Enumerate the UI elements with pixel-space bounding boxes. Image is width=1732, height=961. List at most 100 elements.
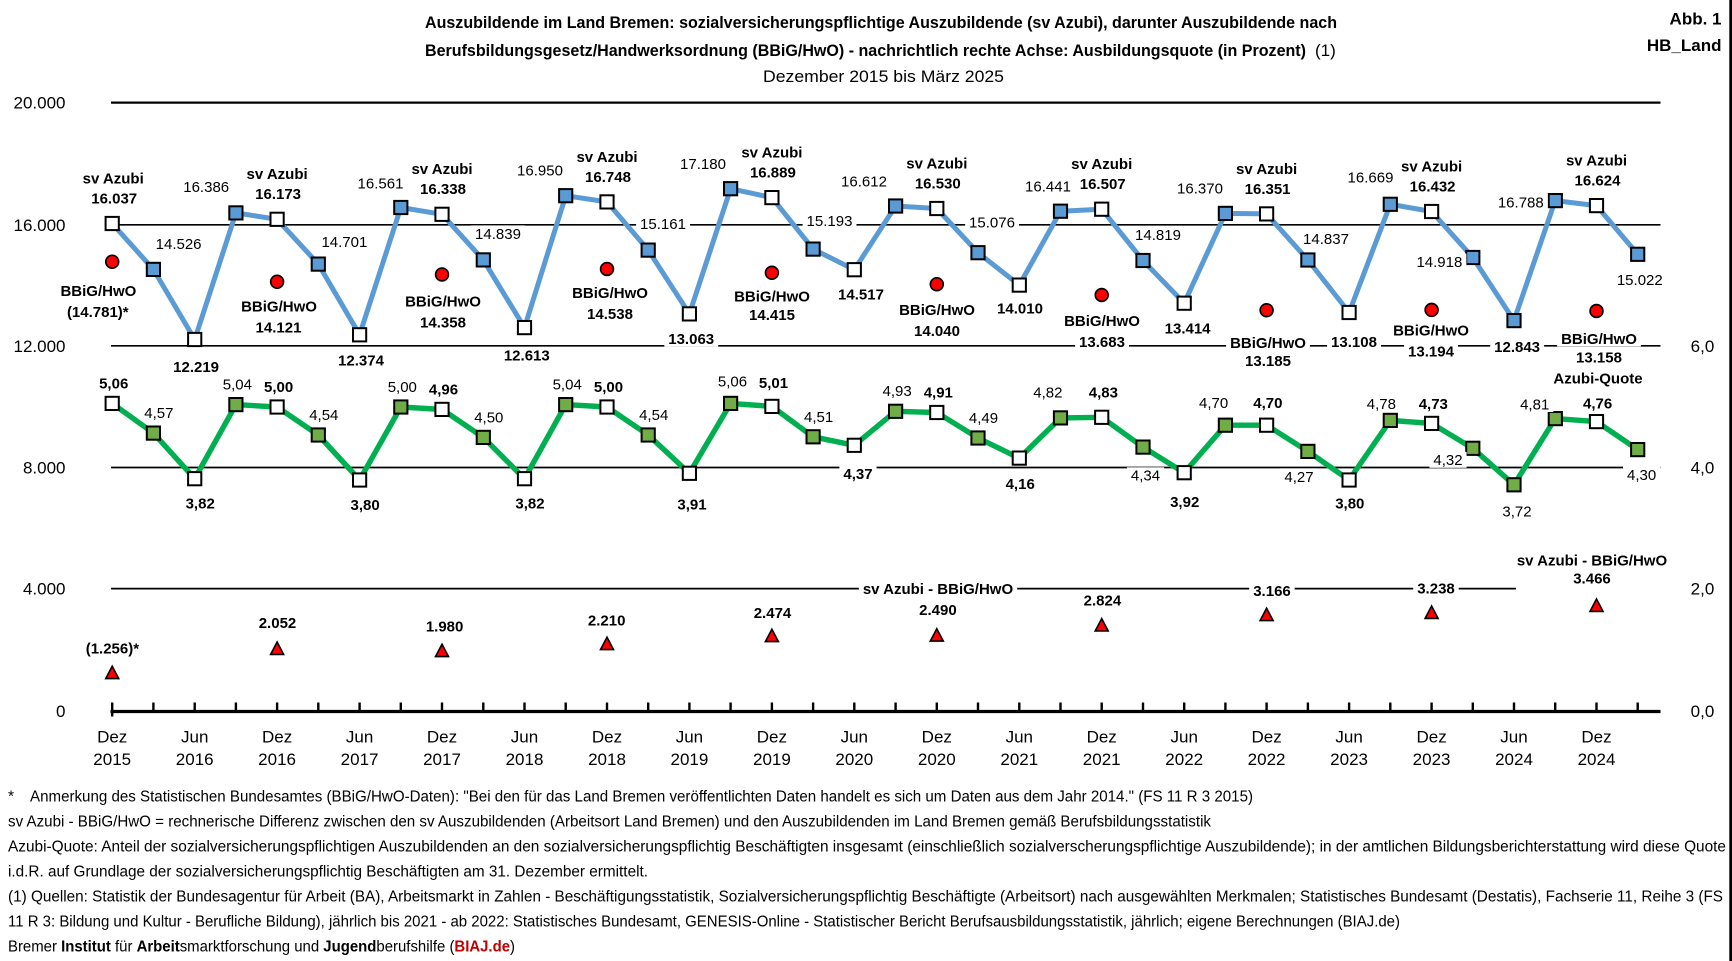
svg-text:4,83: 4,83: [1089, 385, 1118, 402]
svg-text:2017: 2017: [341, 750, 379, 769]
svg-text:2.824: 2.824: [1084, 593, 1122, 610]
svg-text:2015: 2015: [93, 750, 131, 769]
svg-text:17.180: 17.180: [680, 156, 726, 173]
svg-text:4,32: 4,32: [1433, 452, 1462, 469]
svg-text:15.076: 15.076: [969, 214, 1015, 231]
svg-text:2023: 2023: [1330, 750, 1368, 769]
svg-text:5,06: 5,06: [99, 375, 128, 392]
svg-text:13.108: 13.108: [1331, 334, 1377, 351]
svg-text:4,27: 4,27: [1284, 469, 1313, 486]
svg-text:2018: 2018: [588, 750, 626, 769]
svg-text:sv Azubi: sv Azubi: [1401, 158, 1462, 175]
svg-text:sv Azubi - BBiG/HwO: sv Azubi - BBiG/HwO: [1517, 552, 1668, 569]
svg-text:16.370: 16.370: [1177, 181, 1223, 198]
svg-text:15.161: 15.161: [640, 216, 686, 233]
svg-text:2021: 2021: [1000, 750, 1038, 769]
svg-text:Anmerkung des Statistischen Bu: Anmerkung des Statistischen Bundesamtes …: [30, 788, 1253, 805]
svg-text:16.000: 16.000: [14, 216, 66, 235]
svg-text:0,0: 0,0: [1691, 702, 1715, 721]
svg-text:16.950: 16.950: [517, 162, 563, 179]
svg-text:13.063: 13.063: [668, 331, 714, 348]
svg-text:15.193: 15.193: [807, 213, 853, 230]
svg-text:16.561: 16.561: [358, 176, 404, 193]
svg-text:14.701: 14.701: [321, 234, 367, 251]
svg-text:BBiG/HwO: BBiG/HwO: [1561, 331, 1637, 348]
svg-text:14.010: 14.010: [997, 300, 1043, 317]
svg-text:13.185: 13.185: [1245, 353, 1291, 370]
svg-text:Berufsbildungsgesetz/Handwerks: Berufsbildungsgesetz/Handwerksordnung (B…: [425, 41, 1306, 60]
svg-text:16.441: 16.441: [1025, 178, 1071, 195]
svg-text:11 R 3: Bildung und Kultur - B: 11 R 3: Bildung und Kultur - Berufliche …: [8, 913, 1400, 930]
svg-text:14.918: 14.918: [1416, 254, 1462, 271]
svg-text:4,96: 4,96: [429, 381, 458, 398]
svg-text:2.052: 2.052: [259, 615, 297, 632]
svg-text:2018: 2018: [506, 750, 544, 769]
svg-text:4,49: 4,49: [969, 410, 998, 427]
svg-text:BBiG/HwO: BBiG/HwO: [899, 302, 975, 319]
svg-text:2019: 2019: [670, 750, 708, 769]
svg-text:14.358: 14.358: [420, 314, 466, 331]
svg-text:2.474: 2.474: [754, 605, 792, 622]
svg-text:4,0: 4,0: [1691, 459, 1715, 478]
svg-text:Dez: Dez: [1251, 727, 1281, 746]
svg-text:13.683: 13.683: [1079, 334, 1125, 351]
svg-text:16.507: 16.507: [1080, 176, 1126, 193]
svg-text:5,01: 5,01: [759, 375, 788, 392]
svg-text:12.000: 12.000: [14, 337, 66, 356]
svg-text:16.173: 16.173: [255, 186, 301, 203]
svg-text:2024: 2024: [1495, 750, 1533, 769]
svg-text:5,00: 5,00: [594, 379, 623, 396]
svg-text:i.d.R. auf Grundlage der sozia: i.d.R. auf Grundlage der sozialversicher…: [8, 863, 648, 880]
svg-text:Dez: Dez: [1581, 727, 1611, 746]
svg-text:Jun: Jun: [181, 727, 208, 746]
svg-text:16.748: 16.748: [585, 169, 631, 186]
svg-text:2017: 2017: [423, 750, 461, 769]
svg-text:8.000: 8.000: [23, 459, 66, 478]
svg-text:14.121: 14.121: [256, 320, 302, 337]
svg-text:2016: 2016: [258, 750, 296, 769]
svg-text:BBiG/HwO: BBiG/HwO: [241, 298, 317, 315]
svg-text:2020: 2020: [835, 750, 873, 769]
svg-text:Dez: Dez: [1087, 727, 1117, 746]
svg-text:14.040: 14.040: [914, 323, 960, 340]
svg-text:3,80: 3,80: [350, 497, 379, 514]
svg-text:Dez: Dez: [97, 727, 127, 746]
svg-text:12.613: 12.613: [504, 348, 550, 365]
svg-text:Azubi-Quote: Azubi-Quote: [1553, 370, 1642, 387]
svg-text:BBiG/HwO: BBiG/HwO: [734, 289, 810, 306]
svg-text:3.166: 3.166: [1253, 583, 1291, 600]
svg-text:4,70: 4,70: [1253, 395, 1282, 412]
svg-text:4,70: 4,70: [1199, 395, 1228, 412]
svg-text:16.788: 16.788: [1498, 194, 1544, 211]
svg-text:4,93: 4,93: [882, 383, 911, 400]
svg-text:4,91: 4,91: [924, 384, 953, 401]
svg-text:14.837: 14.837: [1303, 231, 1349, 248]
svg-text:(1): (1): [1315, 41, 1336, 60]
svg-text:2.490: 2.490: [919, 602, 957, 619]
svg-text:sv Azubi: sv Azubi: [1236, 161, 1297, 178]
svg-text:14.517: 14.517: [838, 287, 884, 304]
svg-text:2020: 2020: [918, 750, 956, 769]
svg-text:4,78: 4,78: [1367, 396, 1396, 413]
svg-text:sv Azubi - BBiG/HwO = rechneri: sv Azubi - BBiG/HwO = rechnerische Diffe…: [8, 813, 1211, 830]
svg-text:(1.256)*: (1.256)*: [86, 641, 140, 658]
svg-text:4,16: 4,16: [1006, 476, 1035, 493]
svg-text:3,72: 3,72: [1502, 503, 1531, 520]
svg-text:3.466: 3.466: [1573, 570, 1611, 587]
svg-text:4,54: 4,54: [309, 407, 338, 424]
svg-text:1.980: 1.980: [426, 619, 464, 636]
svg-text:4,57: 4,57: [144, 405, 173, 422]
svg-text:3,82: 3,82: [186, 496, 215, 513]
svg-text:Jun: Jun: [511, 727, 538, 746]
svg-text:16.669: 16.669: [1348, 170, 1394, 187]
svg-text:16.432: 16.432: [1410, 178, 1456, 195]
svg-text:sv Azubi: sv Azubi: [83, 170, 144, 187]
svg-text:12.374: 12.374: [338, 353, 385, 370]
svg-text:4.000: 4.000: [23, 580, 66, 599]
svg-text:16.386: 16.386: [183, 179, 229, 196]
svg-text:5,04: 5,04: [223, 377, 252, 394]
svg-text:Jun: Jun: [346, 727, 373, 746]
svg-text:6,0: 6,0: [1691, 337, 1715, 356]
svg-text:2024: 2024: [1578, 750, 1616, 769]
svg-text:14.839: 14.839: [475, 226, 521, 243]
